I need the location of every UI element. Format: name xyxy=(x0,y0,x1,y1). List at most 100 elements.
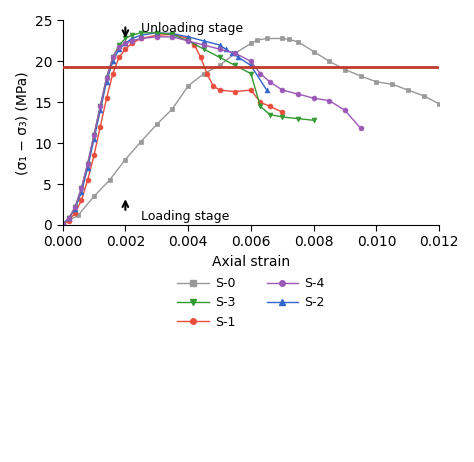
S-3 xyxy=(295,116,301,122)
S-3 xyxy=(73,204,78,210)
S-0 xyxy=(286,36,292,42)
S-1 xyxy=(98,124,103,129)
S-3 xyxy=(267,112,273,117)
Y-axis label: (σ₁ − σ₃) (MPa): (σ₁ − σ₃) (MPa) xyxy=(15,71,29,175)
S-0 xyxy=(405,87,410,93)
S-4 xyxy=(98,103,103,109)
S-2 xyxy=(154,30,160,36)
S-0 xyxy=(280,36,285,41)
S-3 xyxy=(66,216,72,221)
S-1 xyxy=(248,87,254,93)
S-3 xyxy=(104,75,109,80)
S-1 xyxy=(191,42,197,48)
S-0 xyxy=(264,36,269,41)
S-4 xyxy=(267,79,273,85)
S-1 xyxy=(154,32,160,38)
S-3 xyxy=(248,71,254,76)
S-1 xyxy=(210,83,216,89)
S-4 xyxy=(154,34,160,40)
S-4 xyxy=(185,38,191,44)
S-3 xyxy=(129,32,135,38)
S-1 xyxy=(104,96,109,101)
S-4 xyxy=(327,98,332,103)
S-2 xyxy=(229,50,235,56)
S-3 xyxy=(185,38,191,44)
S-1 xyxy=(79,198,84,203)
S-2 xyxy=(85,165,91,170)
S-1 xyxy=(85,177,91,183)
S-3 xyxy=(79,185,84,191)
S-4 xyxy=(85,161,91,166)
S-4 xyxy=(138,36,144,41)
S-2 xyxy=(104,79,109,85)
S-1 xyxy=(280,109,285,115)
S-0 xyxy=(421,93,427,98)
S-0 xyxy=(201,71,207,76)
S-3 xyxy=(232,63,238,68)
S-0 xyxy=(374,79,379,85)
Line: S-2: S-2 xyxy=(60,30,269,226)
S-4 xyxy=(110,55,116,60)
S-2 xyxy=(185,34,191,40)
Text: Loading stage: Loading stage xyxy=(141,210,229,223)
S-2 xyxy=(236,55,241,60)
Line: S-1: S-1 xyxy=(60,32,285,226)
S-3 xyxy=(122,36,128,41)
S-4 xyxy=(295,91,301,97)
S-2 xyxy=(116,46,122,52)
S-4 xyxy=(129,38,135,44)
Line: S-4: S-4 xyxy=(60,35,363,226)
S-3 xyxy=(154,30,160,36)
S-1 xyxy=(122,46,128,52)
Legend: S-0, S-3, S-1, S-4, S-2: S-0, S-3, S-1, S-4, S-2 xyxy=(173,272,329,334)
S-4 xyxy=(311,96,317,101)
S-3 xyxy=(311,117,317,123)
S-1 xyxy=(138,36,144,41)
S-2 xyxy=(248,63,254,68)
S-1 xyxy=(185,36,191,41)
S-1 xyxy=(66,218,72,224)
S-4 xyxy=(217,46,222,52)
S-1 xyxy=(217,87,222,93)
S-4 xyxy=(122,41,128,46)
S-3 xyxy=(170,31,175,37)
S-0 xyxy=(232,50,238,56)
S-4 xyxy=(170,34,175,40)
S-4 xyxy=(79,185,84,191)
Line: S-3: S-3 xyxy=(60,30,316,226)
S-0 xyxy=(327,59,332,64)
S-3 xyxy=(217,55,222,60)
S-3 xyxy=(98,103,103,109)
S-0 xyxy=(437,101,442,107)
S-4 xyxy=(257,71,263,76)
S-0 xyxy=(185,83,191,89)
S-2 xyxy=(79,189,84,195)
S-2 xyxy=(201,38,207,44)
S-0 xyxy=(248,41,254,46)
S-2 xyxy=(170,31,175,36)
S-3 xyxy=(201,46,207,52)
S-0 xyxy=(217,63,222,68)
S-1 xyxy=(267,103,273,109)
S-4 xyxy=(232,50,238,56)
S-2 xyxy=(129,36,135,41)
S-2 xyxy=(217,42,222,48)
S-3 xyxy=(110,55,116,60)
S-0 xyxy=(255,37,260,43)
S-3 xyxy=(91,132,97,138)
S-3 xyxy=(257,103,263,109)
S-2 xyxy=(91,136,97,142)
S-2 xyxy=(98,108,103,113)
S-0 xyxy=(122,157,128,162)
S-0 xyxy=(60,221,65,227)
S-0 xyxy=(154,122,160,127)
S-0 xyxy=(295,39,301,44)
S-4 xyxy=(280,87,285,93)
S-1 xyxy=(60,221,65,227)
S-4 xyxy=(91,132,97,138)
S-3 xyxy=(280,114,285,120)
S-1 xyxy=(204,71,210,76)
S-3 xyxy=(60,221,65,227)
S-0 xyxy=(342,67,348,73)
S-4 xyxy=(248,59,254,64)
